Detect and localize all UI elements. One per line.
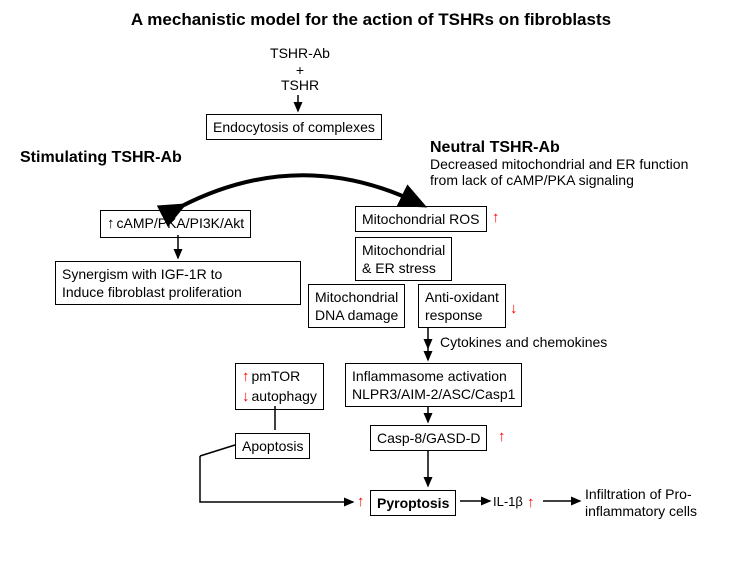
inflam-l1: Inflammasome activation	[352, 367, 515, 385]
label-tshr-ab: TSHR-Ab	[260, 45, 340, 63]
arrow-up-red-pmtor-icon	[242, 368, 252, 384]
box-casp8: Casp-8/GASD-D	[370, 425, 487, 451]
synergism-l2: Induce fibroblast proliferation	[62, 283, 294, 301]
label-stimulating: Stimulating TSHR-Ab	[20, 148, 182, 168]
box-antiox: Anti-oxidant response	[418, 284, 506, 328]
pyroptosis-text: Pyroptosis	[377, 495, 449, 511]
mito-dna-l2: DNA damage	[315, 306, 398, 324]
pmtor-text: pmTOR	[252, 368, 301, 384]
mito-ros-text: Mitochondrial ROS	[362, 211, 480, 227]
pmtor-row: pmTOR	[242, 367, 317, 387]
box-pmtor: pmTOR autophagy	[235, 363, 324, 410]
antiox-l2: response	[425, 306, 499, 324]
il1b-text: IL-1β	[493, 494, 523, 509]
diagram-root: A mechanistic model for the action of TS…	[0, 0, 742, 563]
box-pyroptosis: Pyroptosis	[370, 490, 456, 516]
label-neutral-sub1: Decreased mitochondrial and ER function	[430, 156, 688, 174]
box-apoptosis: Apoptosis	[235, 433, 310, 459]
synergism-l1: Synergism with IGF-1R to	[62, 265, 294, 283]
mito-dna-l1: Mitochondrial	[315, 288, 398, 306]
arrow-up-red-il1b-icon	[527, 494, 537, 511]
diagram-title: A mechanistic model for the action of TS…	[0, 10, 742, 30]
box-mito-ros: Mitochondrial ROS	[355, 206, 487, 232]
label-cytokines: Cytokines and chemokines	[440, 334, 607, 352]
label-tshr: TSHR	[260, 77, 340, 95]
box-mito-er-stress: Mitochondrial & ER stress	[355, 237, 452, 281]
mito-er-stress-l1: Mitochondrial	[362, 241, 445, 259]
box-endocytosis: Endocytosis of complexes	[206, 114, 382, 140]
label-il1b: IL-1β	[493, 494, 523, 510]
arrow-down-red-icon	[510, 300, 520, 318]
camp-text: cAMP/PKA/PI3K/Akt	[117, 215, 245, 231]
label-neutral-title: Neutral TSHR-Ab	[430, 138, 560, 158]
box-synergism: Synergism with IGF-1R to Induce fibrobla…	[55, 261, 301, 305]
arrow-up-red-casp8-icon	[498, 428, 508, 446]
arrow-up-black-icon	[107, 215, 117, 231]
arrow-up-red-icon	[492, 209, 502, 227]
label-infil2: inflammatory cells	[585, 503, 697, 521]
inflam-l2: NLPR3/AIM-2/ASC/Casp1	[352, 385, 515, 403]
box-camp: cAMP/PKA/PI3K/Akt	[100, 210, 251, 238]
label-infil1: Infiltration of Pro-	[585, 486, 692, 504]
box-mito-dna: Mitochondrial DNA damage	[308, 284, 405, 328]
autophagy-text: autophagy	[252, 388, 317, 404]
autophagy-row: autophagy	[242, 387, 317, 407]
antiox-l1: Anti-oxidant	[425, 288, 499, 306]
arrow-up-red-pyroptosis-icon	[357, 493, 367, 511]
casp8-text: Casp-8/GASD-D	[377, 430, 480, 446]
label-neutral-sub2: from lack of cAMP/PKA signaling	[430, 172, 634, 190]
arrow-down-red-autophagy-icon	[242, 388, 252, 404]
mito-er-stress-l2: & ER stress	[362, 259, 445, 277]
box-inflammasome: Inflammasome activation NLPR3/AIM-2/ASC/…	[345, 363, 522, 407]
